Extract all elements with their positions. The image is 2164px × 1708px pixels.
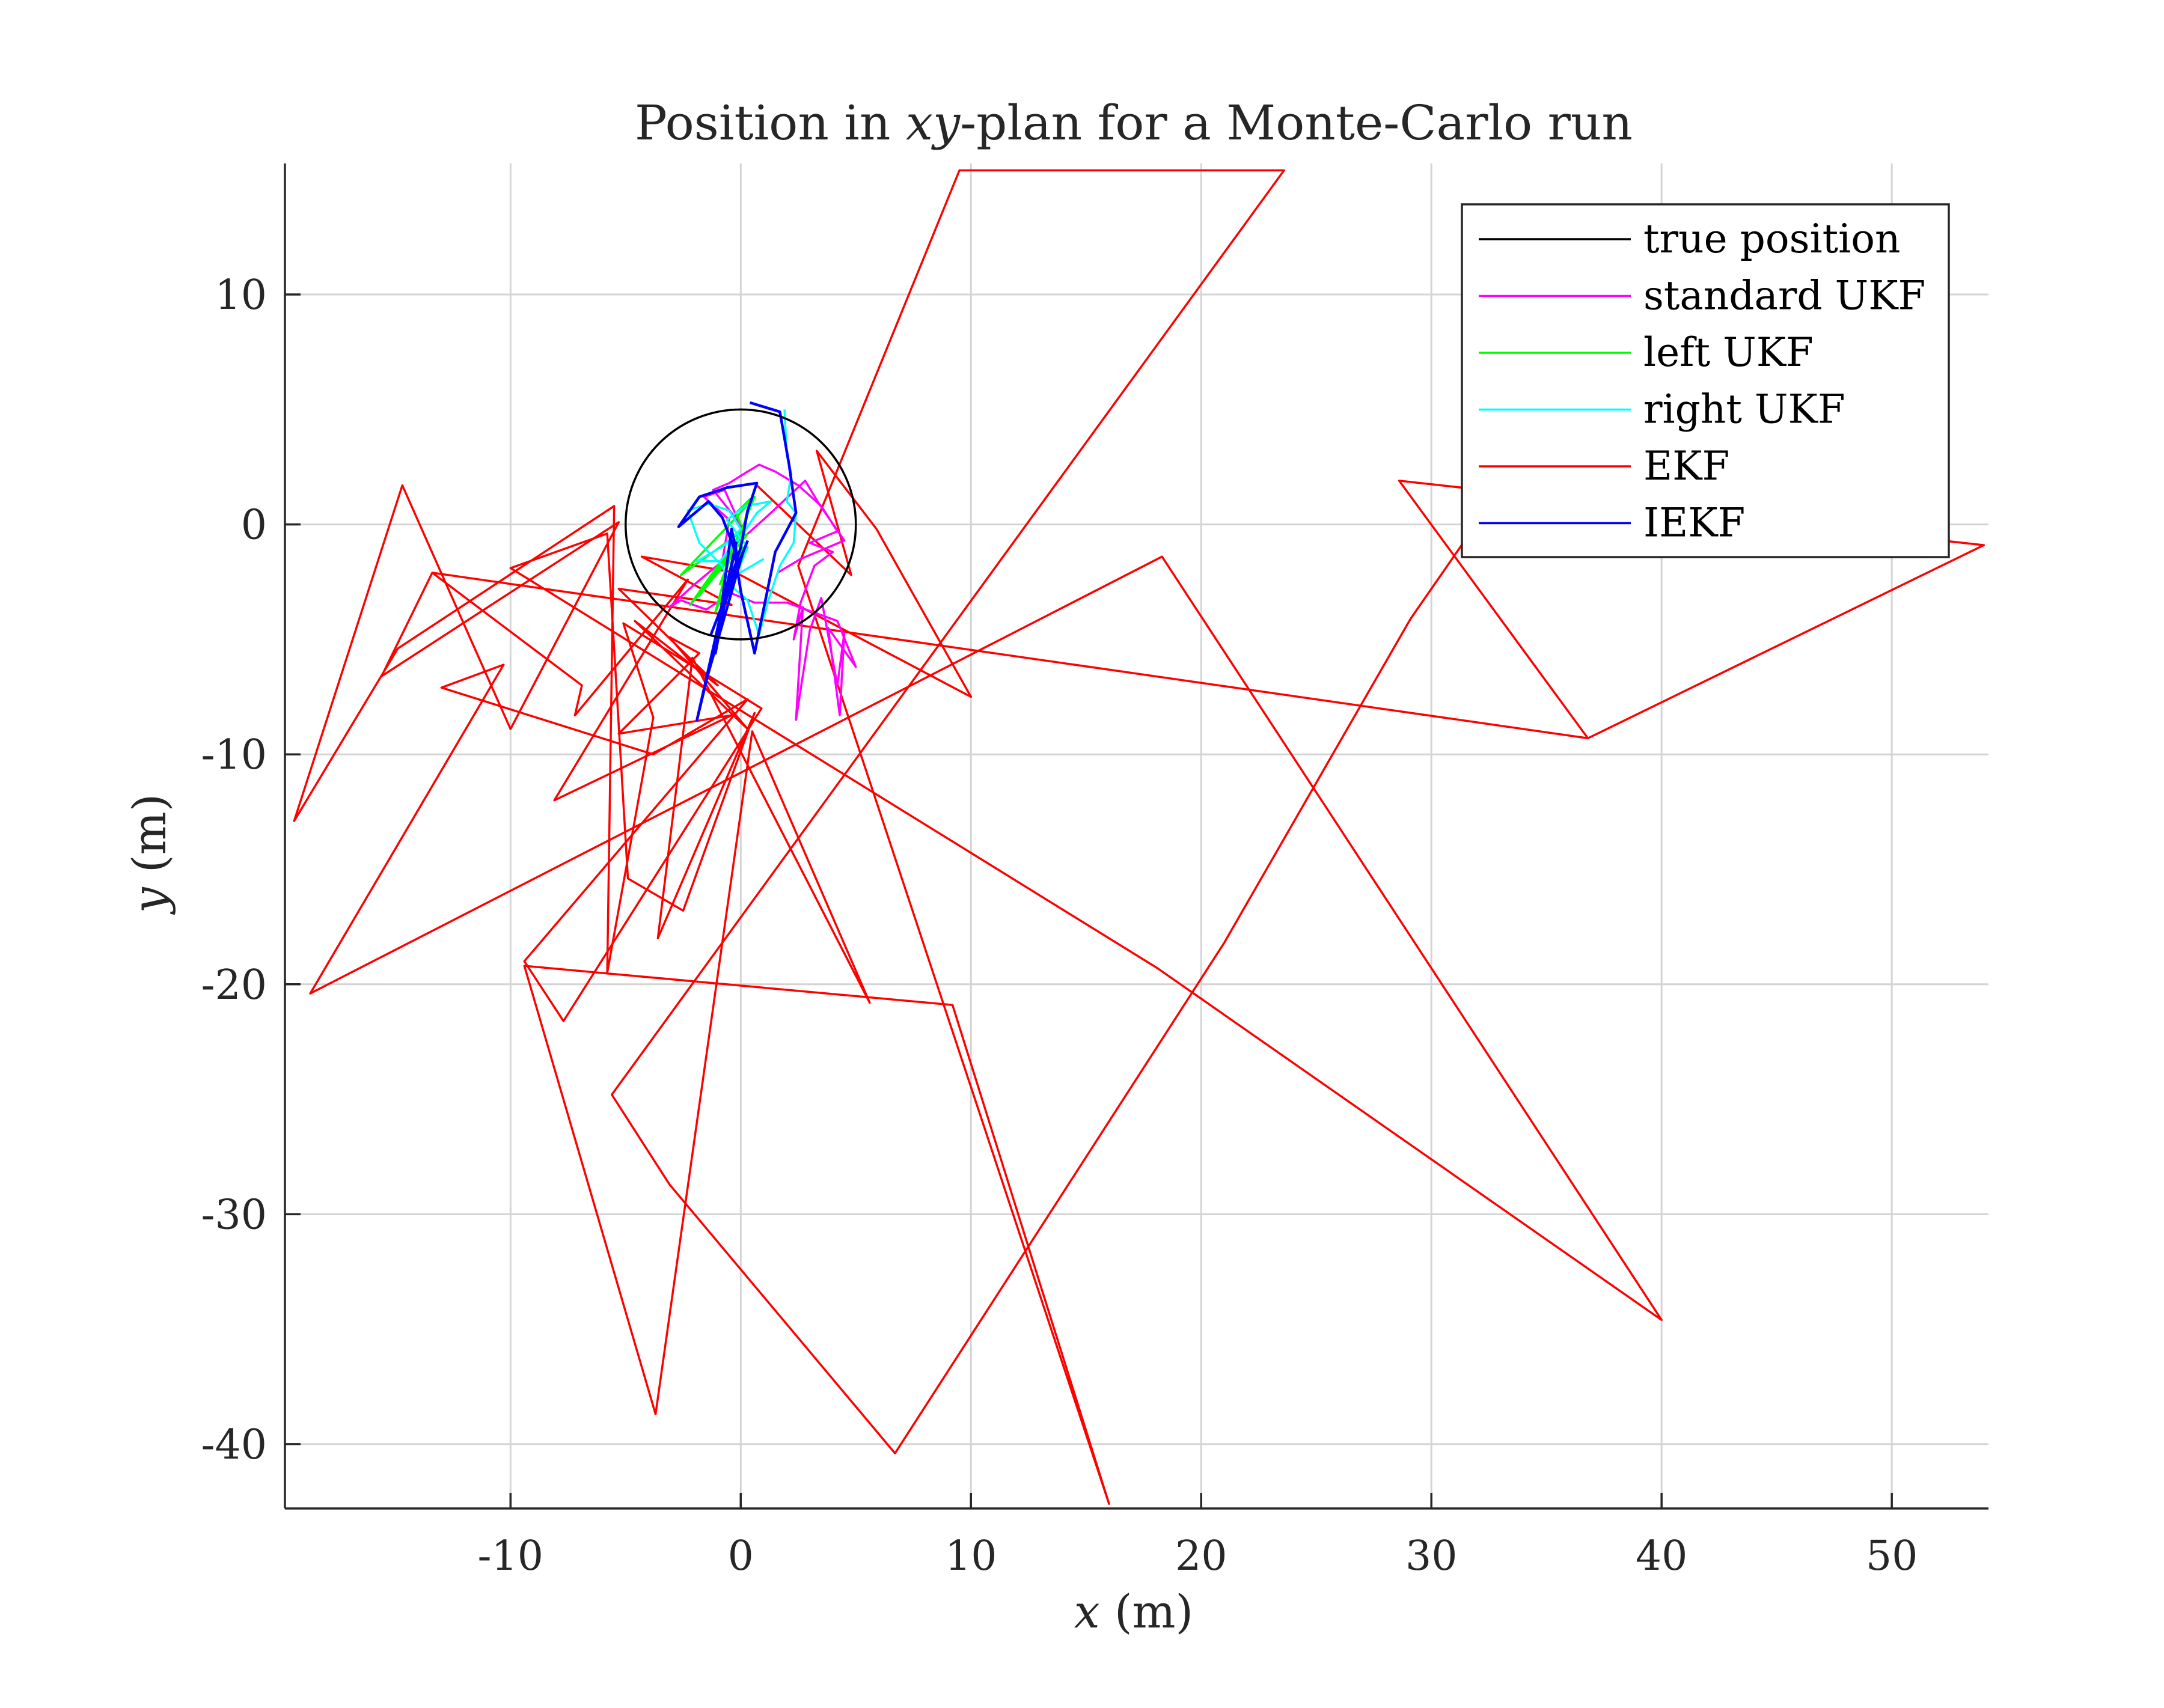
y-tick-label-3: -10 — [201, 731, 267, 779]
x-tick-label-2: 10 — [945, 1533, 997, 1580]
x-tick-label-4: 30 — [1405, 1533, 1458, 1580]
x-tick-label-0: -10 — [478, 1533, 544, 1580]
series-standard-ukf — [668, 463, 857, 721]
title-part-math: xy — [906, 95, 961, 151]
x-tick-labels: -10 0 10 20 30 40 50 — [478, 1533, 1918, 1580]
legend-label-ekf: EKF — [1643, 443, 1729, 489]
series-iekf — [677, 401, 798, 722]
x-axis-label-unit: (m) — [1100, 1585, 1194, 1638]
y-tick-label-5: 10 — [215, 272, 267, 319]
legend-label-standard-ukf: standard UKF — [1643, 273, 1925, 319]
title-part-2: -plan for a Monte-Carlo run — [960, 95, 1633, 151]
x-tick-label-3: 20 — [1175, 1533, 1227, 1580]
x-axis-label-var: x — [1074, 1585, 1100, 1638]
y-axis-label-unit: (m) — [123, 794, 176, 888]
y-axis-label-var: y — [123, 886, 176, 915]
legend-label-iekf: IEKF — [1643, 500, 1745, 546]
y-tick-label-0: -40 — [201, 1421, 267, 1469]
y-tick-label-2: -20 — [201, 962, 267, 1009]
legend-label-left-ukf: left UKF — [1643, 329, 1814, 376]
x-tick-label-1: 0 — [728, 1533, 754, 1580]
legend-label-true-position: true position — [1643, 216, 1900, 262]
series-area — [293, 169, 1985, 1505]
series-true-position — [625, 408, 857, 641]
y-tick-labels: -40 -30 -20 -10 0 10 — [201, 272, 267, 1469]
x-tick-label-5: 40 — [1636, 1533, 1688, 1580]
x-axis-label: x (m) — [1074, 1585, 1193, 1638]
x-tick-label-6: 50 — [1866, 1533, 1918, 1580]
series-right-ukf — [686, 409, 797, 636]
y-tick-label-1: -30 — [201, 1191, 267, 1239]
legend-label-right-ukf: right UKF — [1643, 386, 1845, 433]
title-part-1: Position in — [635, 95, 906, 151]
legend-box — [1461, 203, 1950, 558]
chart-title: Position in xy-plan for a Monte-Carlo ru… — [635, 95, 1633, 151]
y-axis-label: y (m) — [123, 794, 176, 915]
legend: true position standard UKF left UKF right U… — [1461, 203, 1950, 558]
y-tick-label-4: 0 — [241, 502, 267, 549]
series-ekf — [293, 169, 1985, 1505]
axes — [284, 163, 1988, 1510]
grid — [285, 163, 1988, 1508]
